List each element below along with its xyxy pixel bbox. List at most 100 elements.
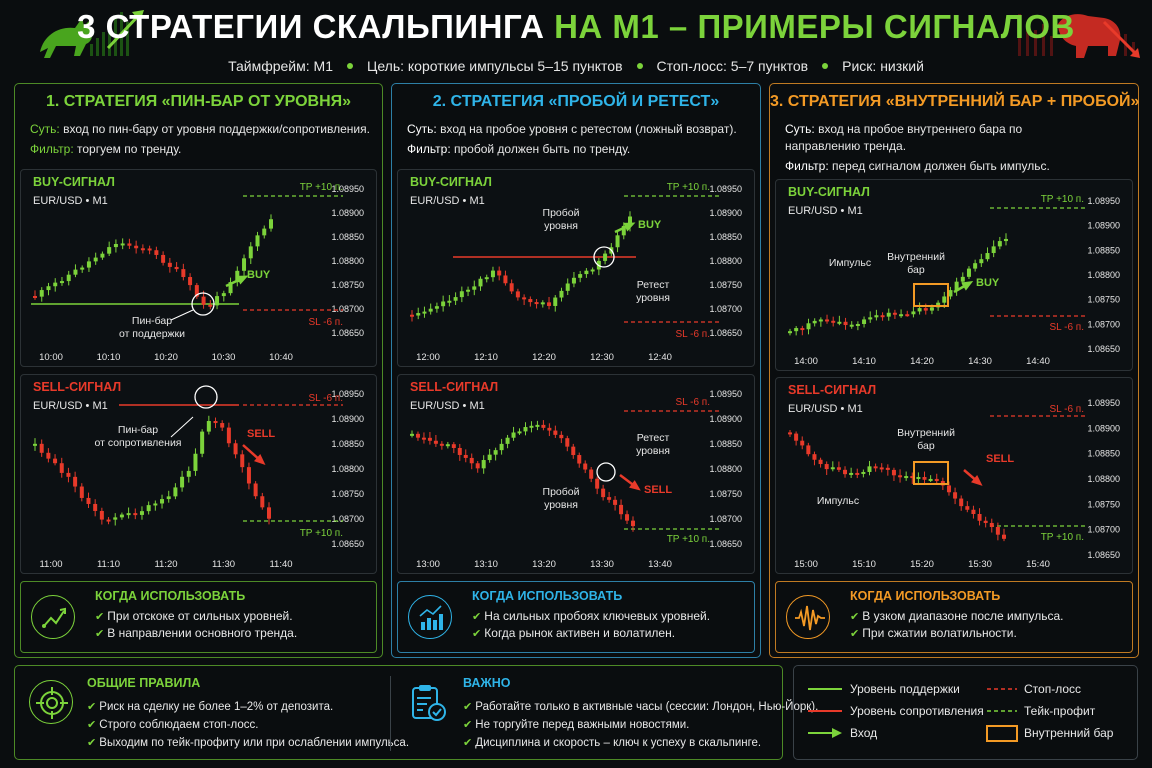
- when-to-use-3: КОГДА ИСПОЛЬЗОВАТЬ В узком диапазоне пос…: [775, 581, 1133, 653]
- strategy-2-filter: Фильтр: пробой должен быть по тренду.: [407, 142, 631, 156]
- time-tick: 11:10: [97, 559, 120, 570]
- price-tick: 1.08650: [331, 539, 364, 549]
- candle: [262, 228, 267, 236]
- candle: [200, 431, 205, 454]
- candle: [535, 424, 540, 427]
- inside-bar-box: [913, 283, 949, 307]
- time-tick: 10:40: [269, 352, 293, 363]
- candle: [66, 274, 71, 282]
- candle: [457, 447, 462, 455]
- candle: [983, 520, 988, 523]
- candle: [601, 488, 606, 498]
- candle: [503, 275, 508, 284]
- candle: [922, 477, 927, 480]
- candle: [415, 433, 420, 438]
- time-tick: 11:20: [154, 559, 177, 570]
- candle: [421, 437, 426, 440]
- candle: [997, 241, 1002, 247]
- when-to-use-1: КОГДА ИСПОЛЬЗОВАТЬ При отскоке от сильны…: [20, 581, 377, 653]
- when-title: КОГДА ИСПОЛЬЗОВАТЬ: [850, 589, 1001, 603]
- candle: [100, 253, 105, 258]
- candle: [484, 277, 489, 280]
- candle: [794, 328, 799, 332]
- candle: [193, 453, 198, 471]
- candle: [534, 302, 539, 305]
- price-tick: 1.08850: [331, 439, 364, 449]
- candle: [960, 276, 965, 282]
- chart-growth-icon: [408, 595, 452, 639]
- chart-3-buy: BUY-СИГНАЛ EUR/USD • M1 1.08950 1.08900 1.08…: [775, 179, 1133, 371]
- page-title: 3 СТРАТЕГИИ СКАЛЬПИНГА НА M1 – ПРИМЕРЫ С…: [77, 8, 1075, 45]
- candle: [463, 454, 468, 458]
- time-tick: 13:40: [648, 559, 672, 570]
- candle: [825, 319, 830, 322]
- candle: [46, 452, 51, 459]
- candle: [422, 311, 427, 314]
- legend-entry: Вход: [850, 726, 878, 740]
- candle: [794, 433, 799, 441]
- price-tick: 1.08800: [709, 256, 742, 266]
- price-tick: 1.08950: [709, 184, 742, 194]
- candle: [905, 314, 910, 317]
- chart-pair: EUR/USD • M1: [788, 403, 863, 415]
- tp-label: TP +10 п.: [300, 182, 343, 193]
- candle: [106, 519, 111, 522]
- entry-label: BUY: [638, 219, 662, 231]
- price-tick: 1.08900: [331, 414, 364, 424]
- candle: [529, 425, 534, 428]
- breakout-note: уровня: [544, 220, 578, 232]
- important-title: ВАЖНО: [463, 676, 511, 690]
- sl-label: SL -6 п.: [308, 393, 343, 404]
- candle: [213, 421, 218, 424]
- candle: [631, 520, 635, 527]
- candle: [253, 483, 258, 497]
- candle: [255, 235, 260, 247]
- candle: [830, 467, 835, 470]
- candle: [590, 269, 595, 272]
- candle: [553, 297, 558, 306]
- candle: [434, 306, 439, 309]
- candle: [886, 312, 891, 317]
- candle: [942, 296, 947, 303]
- candle: [995, 527, 1000, 535]
- time-tick: 12:20: [532, 352, 556, 363]
- candle: [565, 438, 570, 447]
- candle: [800, 328, 805, 331]
- inside-bar-note: бар: [917, 440, 935, 452]
- candle: [208, 304, 213, 307]
- candle: [989, 522, 994, 528]
- candle: [410, 314, 414, 317]
- candle: [849, 324, 854, 327]
- candle: [206, 421, 211, 432]
- candle: [928, 478, 933, 481]
- candle: [139, 511, 144, 515]
- chart-pair: EUR/USD • M1: [33, 400, 108, 412]
- price-tick: 1.08750: [331, 489, 364, 499]
- strategy-3-title: 3. СТРАТЕГИЯ «ВНУТРЕННИЙ БАР + ПРОБОЙ»: [770, 93, 1140, 110]
- candle: [892, 312, 897, 315]
- when-item: В узком диапазоне после импульса.: [850, 608, 1063, 625]
- candle: [173, 487, 178, 497]
- strategy-3-essence: Суть: вход на пробое внутреннего бара по…: [785, 122, 1023, 153]
- pin-bar-note: Пин-бар: [132, 315, 172, 327]
- rules-title: ОБЩИЕ ПРАВИЛА: [87, 676, 201, 690]
- candle: [619, 504, 624, 515]
- when-item: При сжатии волатильности.: [850, 625, 1064, 642]
- time-tick: 12:10: [474, 352, 498, 363]
- candle: [447, 300, 452, 303]
- candle: [831, 320, 836, 323]
- candle: [861, 471, 866, 474]
- when-item: На сильных пробоях ключевых уровней.: [472, 608, 710, 625]
- time-tick: 12:40: [648, 352, 672, 363]
- candle: [120, 243, 125, 246]
- entry-label: BUY: [976, 277, 1000, 289]
- chart-pair: EUR/USD • M1: [788, 205, 863, 217]
- time-tick: 12:00: [416, 352, 440, 363]
- candle: [899, 314, 904, 317]
- candle: [497, 270, 502, 276]
- candle: [603, 253, 608, 261]
- candle: [46, 286, 51, 291]
- clipboard-check-icon: [405, 680, 449, 724]
- candle: [240, 454, 245, 468]
